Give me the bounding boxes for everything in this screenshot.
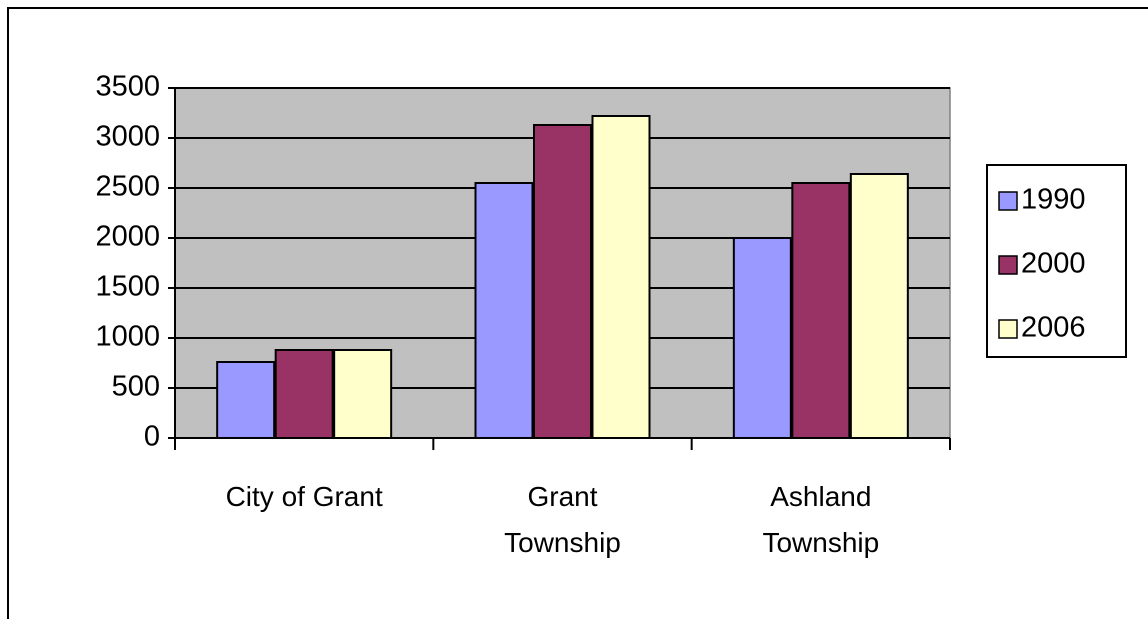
bar xyxy=(333,349,393,439)
y-tick-label: 0 xyxy=(144,421,160,453)
legend-label: 2006 xyxy=(1021,312,1086,344)
y-tick-label: 1500 xyxy=(95,271,160,303)
y-tick-label: 2500 xyxy=(95,171,160,203)
bar xyxy=(591,115,651,439)
bar xyxy=(474,182,534,439)
bar xyxy=(732,237,792,439)
y-tick-label: 500 xyxy=(112,371,160,403)
bar xyxy=(533,124,592,439)
x-tick-label: Grant Township xyxy=(504,481,621,558)
legend-label: 1990 xyxy=(1021,184,1086,216)
legend-label: 2000 xyxy=(1021,248,1086,280)
x-tick-label: City of Grant xyxy=(225,481,383,512)
bar xyxy=(274,349,334,439)
y-tick-label: 1000 xyxy=(95,321,160,353)
x-tick-label: Ashland Township xyxy=(762,481,880,558)
y-tick-label: 3500 xyxy=(95,71,160,103)
y-tick-label: 2000 xyxy=(95,221,160,253)
bar xyxy=(849,173,909,439)
legend-swatch xyxy=(998,255,1018,275)
bar xyxy=(216,361,276,439)
bar xyxy=(791,182,851,439)
y-tick-label: 3000 xyxy=(95,121,160,153)
legend-swatch xyxy=(998,319,1018,339)
legend-swatch xyxy=(998,191,1018,211)
